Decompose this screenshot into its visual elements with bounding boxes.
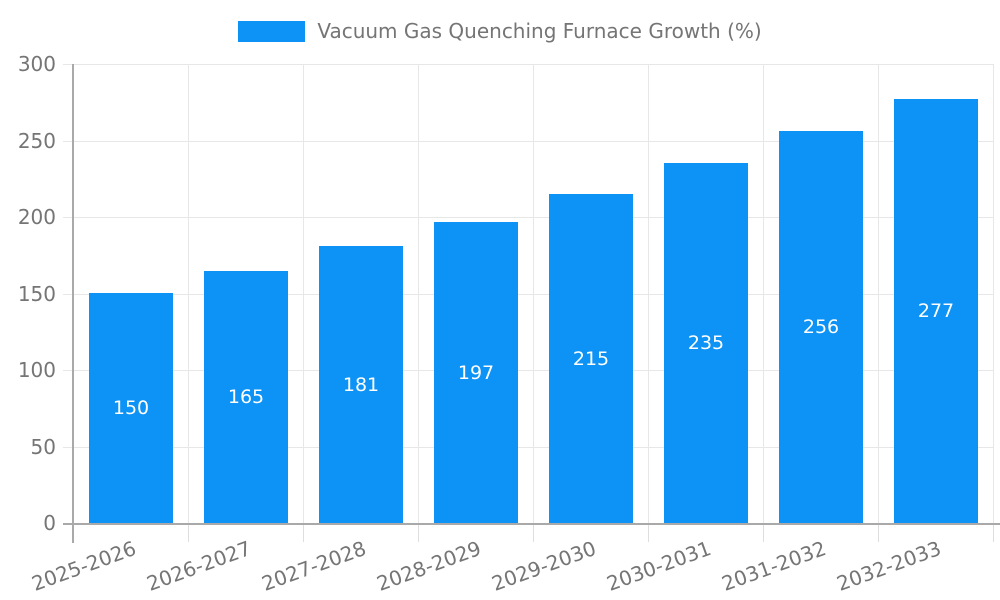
x-gridline xyxy=(993,64,994,523)
x-axis-tick xyxy=(188,523,189,542)
y-axis-tick-label: 50 xyxy=(30,435,56,459)
x-gridline xyxy=(418,64,419,523)
y-axis-tick-label: 0 xyxy=(43,511,56,535)
bar: 215 xyxy=(549,194,633,523)
x-axis-tick-label: 2029-2030 xyxy=(488,536,600,596)
y-gridline xyxy=(63,64,993,65)
x-axis-tick-label: 2026-2027 xyxy=(143,536,255,596)
x-gridline xyxy=(303,64,304,523)
x-gridline xyxy=(533,64,534,523)
y-axis-tick-label: 100 xyxy=(17,358,56,382)
y-axis-tick-label: 200 xyxy=(17,205,56,229)
y-axis-tick-label: 150 xyxy=(17,282,56,306)
x-gridline xyxy=(188,64,189,523)
x-axis-tick xyxy=(533,523,534,542)
bar-value-label: 181 xyxy=(342,373,380,396)
y-gridline xyxy=(63,294,993,295)
x-axis-tick-label: 2031-2032 xyxy=(718,536,830,596)
x-gridline xyxy=(878,64,879,523)
legend-label: Vacuum Gas Quenching Furnace Growth (%) xyxy=(317,19,762,43)
bar-value-label: 150 xyxy=(112,397,150,419)
x-axis-tick xyxy=(303,523,304,542)
x-axis-tick xyxy=(763,523,764,542)
x-axis-line xyxy=(63,523,1000,525)
bar: 277 xyxy=(894,99,978,523)
bar-value-label: 197 xyxy=(457,361,495,384)
x-gridline xyxy=(763,64,764,523)
y-gridline xyxy=(63,447,993,448)
bar: 197 xyxy=(434,222,518,523)
legend-swatch-icon xyxy=(238,20,306,42)
x-axis-tick-label: 2027-2028 xyxy=(258,536,370,596)
x-axis-tick-label: 2030-2031 xyxy=(603,536,715,596)
y-axis-tick-label: 250 xyxy=(17,129,56,153)
x-axis-tick xyxy=(648,523,649,542)
chart-legend: Vacuum Gas Quenching Furnace Growth (%) xyxy=(0,20,1000,42)
y-gridline xyxy=(63,141,993,142)
x-axis-tick xyxy=(418,523,419,542)
bar: 150 xyxy=(89,293,173,523)
bar-value-label: 256 xyxy=(802,316,840,338)
x-gridline xyxy=(648,64,649,523)
x-axis-tick xyxy=(993,523,994,542)
x-axis-tick-label: 2028-2029 xyxy=(373,536,485,596)
bar-value-label: 165 xyxy=(227,386,265,408)
bar-value-label: 277 xyxy=(917,300,955,322)
x-axis-tick xyxy=(878,523,879,542)
x-axis-tick-label: 2025-2026 xyxy=(28,536,140,596)
bar: 165 xyxy=(204,271,288,523)
bar: 256 xyxy=(779,131,863,523)
bar-value-label: 235 xyxy=(687,332,725,354)
bar: 181 xyxy=(319,246,403,523)
y-axis-tick-label: 300 xyxy=(17,52,56,76)
x-axis-tick-label: 2032-2033 xyxy=(833,536,945,596)
y-axis-line xyxy=(72,64,74,543)
y-gridline xyxy=(63,370,993,371)
y-gridline xyxy=(63,217,993,218)
bar: 235 xyxy=(664,163,748,523)
bar-value-label: 215 xyxy=(572,347,610,370)
